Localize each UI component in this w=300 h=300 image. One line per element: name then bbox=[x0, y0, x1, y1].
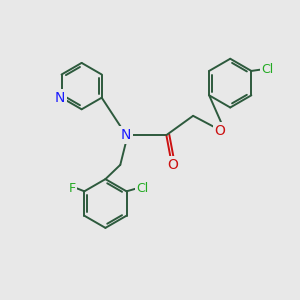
Text: N: N bbox=[121, 128, 131, 142]
Text: N: N bbox=[55, 91, 65, 105]
Text: Cl: Cl bbox=[137, 182, 149, 195]
Text: F: F bbox=[69, 182, 76, 195]
Text: O: O bbox=[214, 124, 225, 138]
Text: O: O bbox=[167, 158, 178, 172]
Text: Cl: Cl bbox=[262, 63, 274, 76]
